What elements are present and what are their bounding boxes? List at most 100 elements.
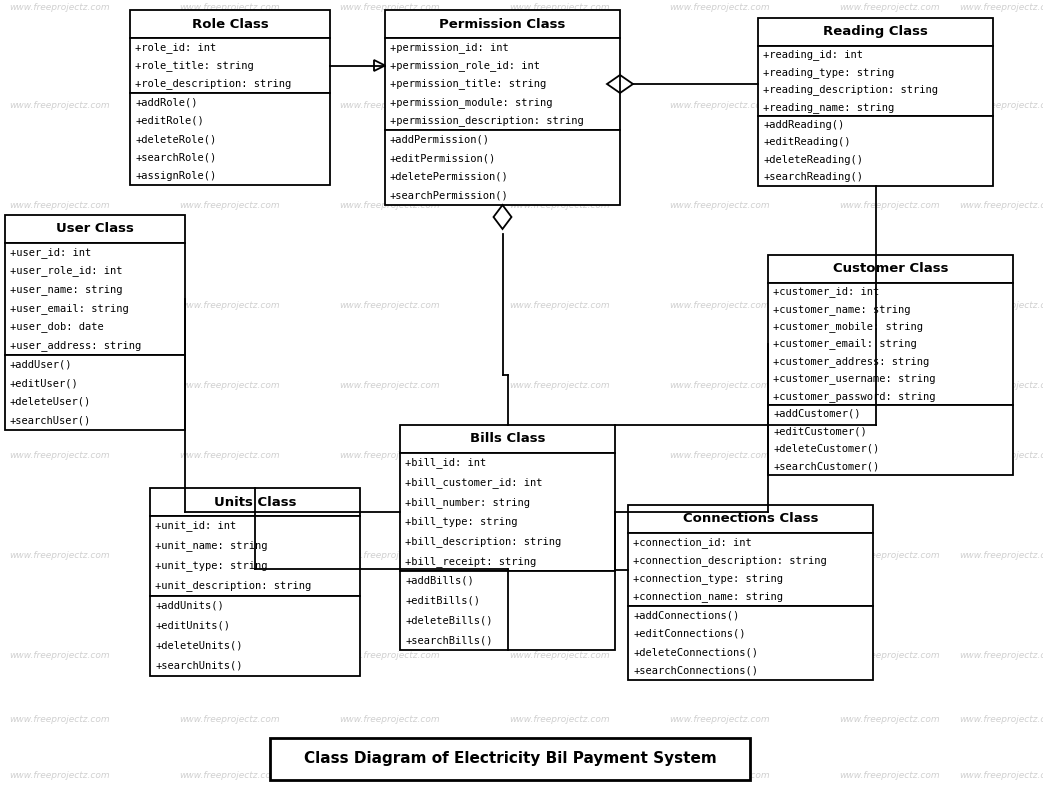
Text: www.freeprojectz.com: www.freeprojectz.com xyxy=(340,771,440,779)
Text: www.freeprojectz.com: www.freeprojectz.com xyxy=(670,101,771,109)
Text: +addBills(): +addBills() xyxy=(405,576,474,586)
Text: +customer_mobile: string: +customer_mobile: string xyxy=(773,321,923,332)
Text: www.freeprojectz.com: www.freeprojectz.com xyxy=(179,200,281,210)
Text: www.freeprojectz.com: www.freeprojectz.com xyxy=(340,715,440,725)
Text: www.freeprojectz.com: www.freeprojectz.com xyxy=(670,3,771,13)
Bar xyxy=(130,10,330,38)
Text: +customer_id: int: +customer_id: int xyxy=(773,286,879,297)
Bar xyxy=(758,116,993,186)
Text: +deletePermission(): +deletePermission() xyxy=(390,172,509,182)
Text: www.freeprojectz.com: www.freeprojectz.com xyxy=(9,771,111,779)
Text: Reading Class: Reading Class xyxy=(823,25,928,39)
Text: +role_id: int: +role_id: int xyxy=(135,42,216,52)
Text: +searchUser(): +searchUser() xyxy=(10,416,91,425)
Text: +user_dob: date: +user_dob: date xyxy=(10,322,103,333)
Text: www.freeprojectz.com: www.freeprojectz.com xyxy=(510,451,610,459)
Text: www.freeprojectz.com: www.freeprojectz.com xyxy=(670,380,771,390)
Text: +bill_receipt: string: +bill_receipt: string xyxy=(405,556,536,566)
Text: www.freeprojectz.com: www.freeprojectz.com xyxy=(670,771,771,779)
Bar xyxy=(401,571,615,650)
Text: www.freeprojectz.com: www.freeprojectz.com xyxy=(9,3,111,13)
Text: +connection_name: string: +connection_name: string xyxy=(633,592,783,603)
Text: User Class: User Class xyxy=(56,223,134,235)
Bar xyxy=(150,488,360,516)
Text: +editRole(): +editRole() xyxy=(135,116,203,126)
Text: +editReading(): +editReading() xyxy=(763,137,850,147)
Text: www.freeprojectz.com: www.freeprojectz.com xyxy=(510,380,610,390)
Text: +unit_id: int: +unit_id: int xyxy=(155,520,237,531)
Text: www.freeprojectz.com: www.freeprojectz.com xyxy=(340,3,440,13)
Text: www.freeprojectz.com: www.freeprojectz.com xyxy=(9,200,111,210)
Text: +user_name: string: +user_name: string xyxy=(10,284,122,295)
Text: +addConnections(): +addConnections() xyxy=(633,611,739,620)
Text: www.freeprojectz.com: www.freeprojectz.com xyxy=(960,771,1043,779)
Text: +customer_email: string: +customer_email: string xyxy=(773,338,917,349)
Text: +reading_id: int: +reading_id: int xyxy=(763,49,863,60)
Text: www.freeprojectz.com: www.freeprojectz.com xyxy=(9,550,111,559)
Text: www.freeprojectz.com: www.freeprojectz.com xyxy=(960,3,1043,13)
Text: +customer_username: string: +customer_username: string xyxy=(773,373,936,384)
Text: +user_role_id: int: +user_role_id: int xyxy=(10,265,122,276)
Text: www.freeprojectz.com: www.freeprojectz.com xyxy=(960,550,1043,559)
Text: +editUnits(): +editUnits() xyxy=(155,621,231,631)
Text: www.freeprojectz.com: www.freeprojectz.com xyxy=(9,380,111,390)
Text: www.freeprojectz.com: www.freeprojectz.com xyxy=(340,650,440,660)
Text: www.freeprojectz.com: www.freeprojectz.com xyxy=(670,200,771,210)
Text: +deleteCustomer(): +deleteCustomer() xyxy=(773,444,879,454)
Text: www.freeprojectz.com: www.freeprojectz.com xyxy=(340,200,440,210)
Text: www.freeprojectz.com: www.freeprojectz.com xyxy=(179,550,281,559)
Text: www.freeprojectz.com: www.freeprojectz.com xyxy=(510,650,610,660)
Bar xyxy=(150,516,360,596)
Bar xyxy=(5,243,185,355)
Text: www.freeprojectz.com: www.freeprojectz.com xyxy=(340,380,440,390)
Text: +permission_module: string: +permission_module: string xyxy=(390,97,553,108)
Text: +addCustomer(): +addCustomer() xyxy=(773,409,860,419)
Text: +addRole(): +addRole() xyxy=(135,97,197,107)
Text: Customer Class: Customer Class xyxy=(832,262,948,276)
Text: Class Diagram of Electricity Bil Payment System: Class Diagram of Electricity Bil Payment… xyxy=(304,752,717,767)
Bar xyxy=(628,533,873,606)
Text: +bill_description: string: +bill_description: string xyxy=(405,536,561,547)
Text: www.freeprojectz.com: www.freeprojectz.com xyxy=(179,3,281,13)
Bar xyxy=(270,738,750,780)
Text: www.freeprojectz.com: www.freeprojectz.com xyxy=(179,300,281,310)
Text: www.freeprojectz.com: www.freeprojectz.com xyxy=(670,715,771,725)
Text: www.freeprojectz.com: www.freeprojectz.com xyxy=(179,451,281,459)
Text: +assignRole(): +assignRole() xyxy=(135,171,216,181)
Text: +searchCustomer(): +searchCustomer() xyxy=(773,461,879,471)
Text: +searchRole(): +searchRole() xyxy=(135,152,216,162)
Text: +searchConnections(): +searchConnections() xyxy=(633,666,758,676)
Text: www.freeprojectz.com: www.freeprojectz.com xyxy=(670,650,771,660)
Text: www.freeprojectz.com: www.freeprojectz.com xyxy=(510,300,610,310)
Bar xyxy=(385,130,620,205)
Text: www.freeprojectz.com: www.freeprojectz.com xyxy=(510,101,610,109)
Text: www.freeprojectz.com: www.freeprojectz.com xyxy=(9,101,111,109)
Text: www.freeprojectz.com: www.freeprojectz.com xyxy=(840,101,941,109)
Text: +user_email: string: +user_email: string xyxy=(10,303,128,314)
Text: www.freeprojectz.com: www.freeprojectz.com xyxy=(179,715,281,725)
Text: www.freeprojectz.com: www.freeprojectz.com xyxy=(840,715,941,725)
Text: www.freeprojectz.com: www.freeprojectz.com xyxy=(840,3,941,13)
Text: www.freeprojectz.com: www.freeprojectz.com xyxy=(840,650,941,660)
Text: +customer_address: string: +customer_address: string xyxy=(773,356,929,367)
Text: +deleteConnections(): +deleteConnections() xyxy=(633,647,758,657)
Text: www.freeprojectz.com: www.freeprojectz.com xyxy=(340,451,440,459)
Text: +customer_name: string: +customer_name: string xyxy=(773,303,911,314)
Text: +connection_description: string: +connection_description: string xyxy=(633,555,827,565)
Text: www.freeprojectz.com: www.freeprojectz.com xyxy=(670,451,771,459)
Text: www.freeprojectz.com: www.freeprojectz.com xyxy=(960,300,1043,310)
Text: +bill_id: int: +bill_id: int xyxy=(405,458,486,468)
Text: +deleteUser(): +deleteUser() xyxy=(10,397,91,407)
Text: www.freeprojectz.com: www.freeprojectz.com xyxy=(9,451,111,459)
Text: +searchPermission(): +searchPermission() xyxy=(390,191,509,200)
Bar xyxy=(130,93,330,185)
Text: www.freeprojectz.com: www.freeprojectz.com xyxy=(840,200,941,210)
Bar xyxy=(5,215,185,243)
Text: +permission_role_id: int: +permission_role_id: int xyxy=(390,60,540,71)
Text: +editUser(): +editUser() xyxy=(10,378,79,388)
Text: +editConnections(): +editConnections() xyxy=(633,629,746,639)
Text: Role Class: Role Class xyxy=(192,17,268,31)
Text: www.freeprojectz.com: www.freeprojectz.com xyxy=(179,771,281,779)
Text: +deleteBills(): +deleteBills() xyxy=(405,615,492,626)
Text: www.freeprojectz.com: www.freeprojectz.com xyxy=(340,550,440,559)
